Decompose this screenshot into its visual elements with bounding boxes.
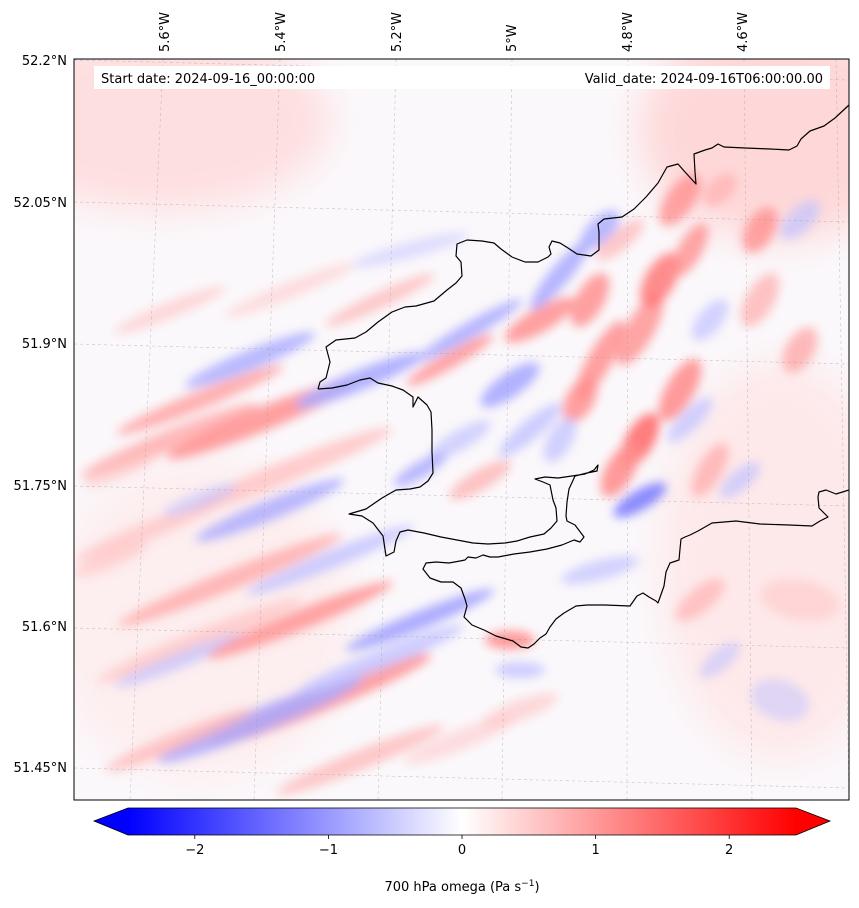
ascent-band — [658, 358, 702, 422]
header-box — [94, 66, 830, 89]
ascent-band — [659, 174, 701, 226]
descent-band — [699, 642, 741, 678]
descent-band — [667, 397, 713, 443]
ascent-band — [116, 365, 284, 435]
colorbar-extend-low — [94, 808, 128, 835]
descent-band — [613, 482, 667, 518]
colorbar-tick-label: 1 — [591, 843, 599, 858]
ascent-band — [118, 534, 342, 626]
descent-band — [393, 453, 447, 487]
gridlines — [74, 59, 849, 800]
ascent-band — [97, 597, 303, 683]
header-annotations: Start date: 2024-09-16_00:00:00 Valid_da… — [94, 66, 830, 89]
descent-band — [162, 483, 238, 517]
descent-band — [429, 420, 491, 460]
ascent-band — [75, 498, 225, 562]
descent-band — [719, 462, 761, 498]
colorbar-tick-label: −1 — [319, 843, 338, 858]
colorbar-tick-label: −2 — [185, 843, 204, 858]
lon-label-4.6w: 4.6°W — [736, 12, 751, 52]
colorbar-label: 700 hPa omega (Pa s−1) — [384, 879, 539, 895]
colorbar-ticks: −2 −1 0 1 2 — [185, 835, 733, 858]
ascent-band — [207, 581, 393, 659]
descent-band — [246, 525, 414, 595]
lat-label-51.6n: 51.6°N — [22, 620, 67, 635]
lat-label-51.75n: 51.75°N — [14, 479, 67, 494]
colorbar-outline — [92, 807, 832, 836]
latitude-labels: 52.2°N 52.05°N 51.9°N 51.75°N 51.6°N 51.… — [14, 54, 67, 776]
descent-band — [157, 677, 363, 763]
omega-field — [74, 173, 840, 795]
ascent-band — [596, 219, 644, 261]
start-date-label: Start date: 2024-09-16_00:00:00 — [101, 72, 315, 87]
descent-band — [543, 417, 577, 463]
descent-band — [352, 232, 468, 268]
longitude-labels: 5.6°W 5.4°W 5.2°W 5°W 4.8°W 4.6°W — [158, 12, 751, 52]
ascent-band — [640, 252, 680, 308]
ascent-band — [404, 715, 516, 765]
ascent-band — [570, 273, 610, 327]
lat-label-52.05n: 52.05°N — [14, 196, 67, 211]
ascent-band — [703, 173, 737, 207]
ascent-band — [82, 453, 158, 487]
ascent-band — [616, 294, 664, 366]
map-panel: Start date: 2024-09-16_00:00:00 Valid_da… — [74, 59, 849, 800]
descent-band — [184, 332, 316, 388]
descent-band — [480, 362, 540, 408]
ascent-band — [81, 403, 259, 477]
lon-label-4.8w: 4.8°W — [621, 12, 636, 52]
ascent-band — [325, 273, 435, 327]
colorbar-extend-high — [796, 808, 830, 835]
map-frame — [73, 58, 850, 801]
ascent-band — [105, 708, 255, 772]
ascent-band — [114, 286, 226, 334]
ascent-band — [562, 377, 598, 423]
ascent-band — [74, 543, 148, 577]
colorbar: −2 −1 0 1 2 700 hPa omega (Pa s−1) — [92, 807, 832, 895]
lon-label-5.6w: 5.6°W — [158, 12, 173, 52]
ascent-band — [782, 327, 818, 373]
descent-band — [580, 210, 620, 250]
meridian-5.6w — [129, 59, 164, 800]
descent-band — [296, 625, 464, 695]
descent-band — [495, 662, 545, 678]
descent-band — [345, 588, 495, 652]
coastline-north — [317, 104, 849, 390]
ascent-band — [691, 443, 729, 497]
ascent-band — [225, 262, 355, 318]
lat-label-51.45n: 51.45°N — [14, 761, 67, 776]
valid-date-label: Valid_date: 2024-09-16T06:00:00.00 — [585, 72, 823, 87]
ascent-band — [742, 207, 778, 253]
ascent-band — [406, 334, 494, 386]
descent-band — [750, 678, 810, 722]
ascent-band — [740, 273, 780, 327]
colorbar-tick-label: 0 — [458, 843, 466, 858]
descent-band — [498, 403, 562, 457]
ascent-band — [187, 427, 393, 513]
ascent-band — [671, 223, 709, 277]
colorbar-tick-label: 2 — [725, 843, 733, 858]
ascent-band — [449, 460, 511, 500]
descent-band — [691, 299, 729, 341]
colorbar-gradient — [128, 808, 796, 835]
descent-band — [530, 239, 590, 311]
ascent-band — [504, 297, 576, 343]
lat-label-51.9n: 51.9°N — [22, 337, 67, 352]
coastlines — [317, 104, 849, 649]
coastline-bay-inner — [317, 377, 849, 649]
descent-band — [115, 632, 245, 688]
descent-band — [780, 200, 820, 240]
lon-label-5w: 5°W — [505, 24, 520, 52]
descent-band — [561, 555, 639, 585]
ascent-band — [276, 725, 444, 795]
ascent-band — [760, 579, 840, 621]
descent-band — [195, 478, 345, 542]
lon-label-5.4w: 5.4°W — [274, 12, 289, 52]
lat-label-52.2n: 52.2°N — [22, 54, 67, 69]
ascent-band — [675, 578, 725, 622]
ascent-band — [600, 443, 640, 497]
descent-band — [417, 299, 523, 361]
lon-label-5.2w: 5.2°W — [390, 12, 405, 52]
